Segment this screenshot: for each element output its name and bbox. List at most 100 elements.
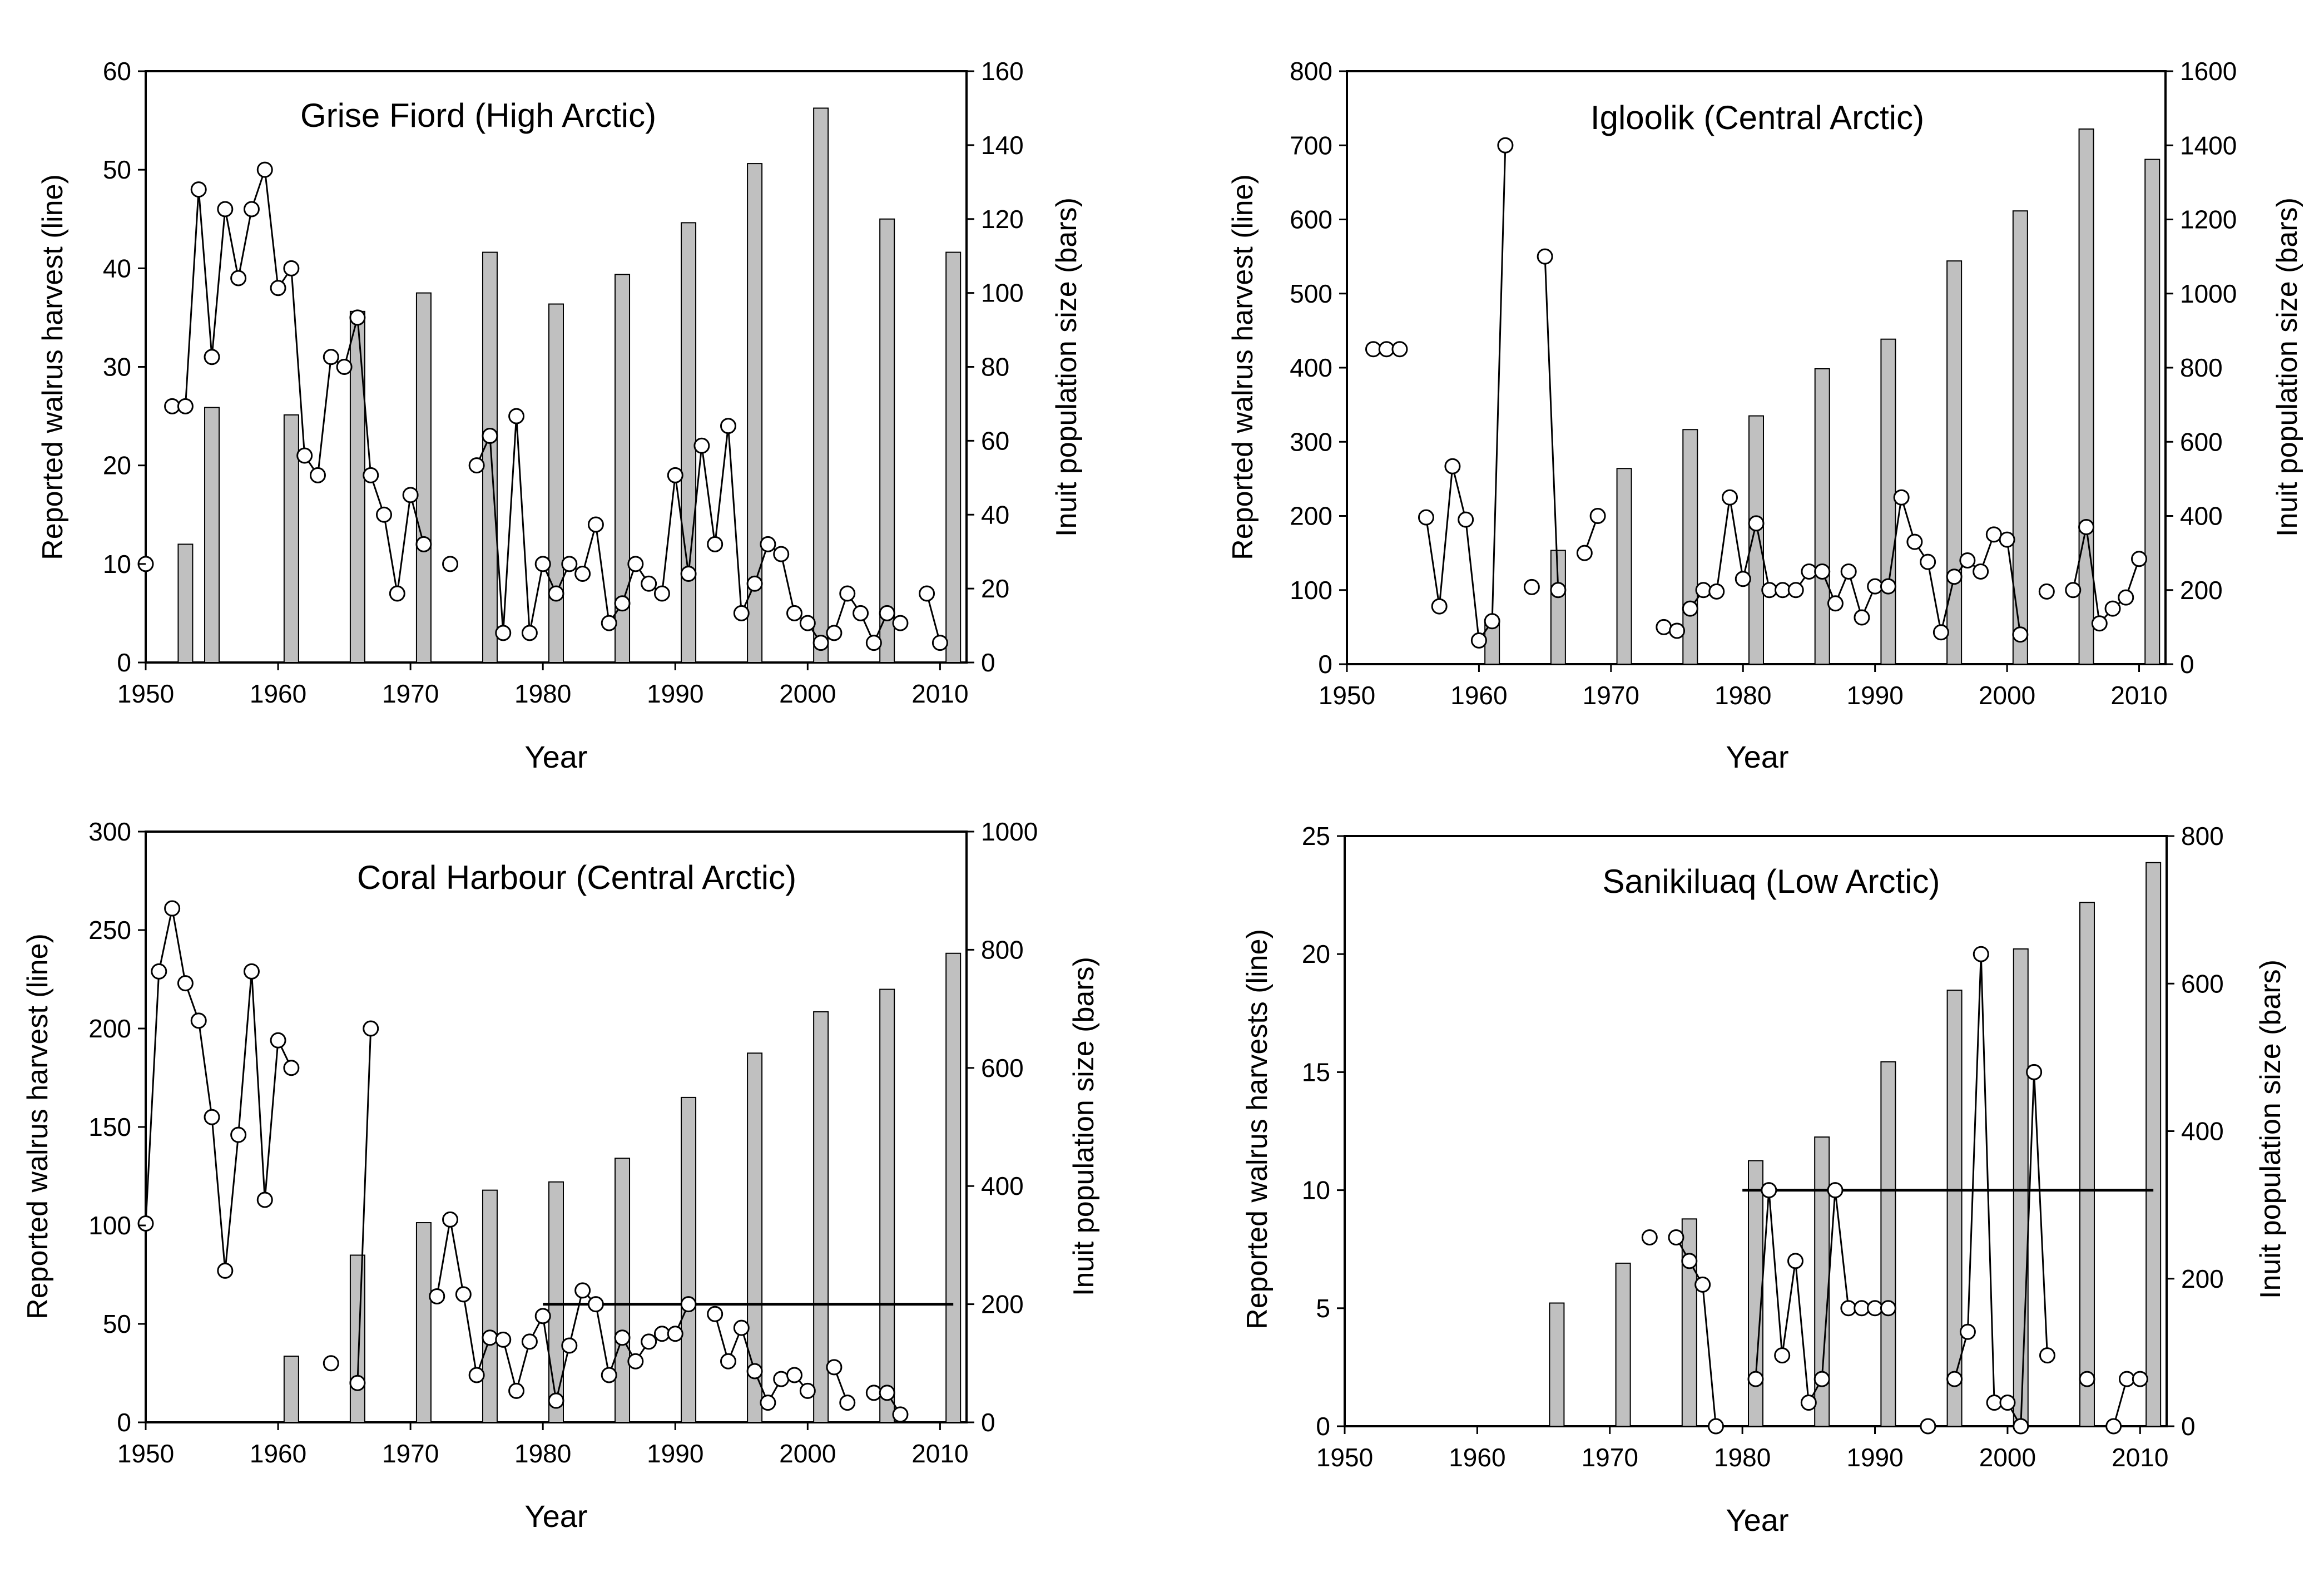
chart-panel-coral-harbour: Coral Harbour (Central Arctic) Year Repo… [22, 817, 1100, 1534]
harvest-point-1958 [243, 963, 260, 980]
harvest-line-segment [1675, 1237, 1717, 1427]
population-bar-1961 [283, 1356, 299, 1423]
harvest-point-1953 [1378, 341, 1395, 358]
harvest-point-1993 [1906, 533, 1923, 550]
y2-tick-label: 60 [981, 426, 1009, 455]
population-bar-1971 [415, 1222, 432, 1423]
population-bar-1976 [482, 1189, 498, 1423]
population-bars [283, 952, 962, 1423]
harvest-point-1991 [680, 566, 697, 582]
y-tick-label: 200 [88, 1014, 131, 1043]
harvest-point-1992 [693, 437, 710, 454]
y2-tick-label: 600 [2181, 969, 2224, 998]
harvest-point-1990 [667, 1326, 683, 1342]
y-tick-label: 300 [88, 817, 131, 846]
harvest-point-1974 [1656, 619, 1672, 635]
x-tick-label: 1960 [250, 1439, 306, 1468]
harvest-point-1980 [534, 1308, 551, 1324]
y-tick-label: 200 [1290, 502, 1332, 531]
harvest-point-1999 [786, 1367, 803, 1383]
harvest-point-1952 [164, 398, 181, 414]
harvest-point-1995 [733, 605, 750, 621]
harvest-point-1984 [587, 516, 604, 533]
harvest-point-1994 [1920, 1418, 1936, 1435]
harvest-point-1994 [720, 418, 736, 434]
x-tick-label: 2010 [2112, 1443, 2168, 1472]
harvest-point-1976 [1682, 600, 1698, 617]
harvest-point-1956 [217, 201, 234, 217]
x-tick-label: 2000 [779, 1439, 836, 1468]
harvest-point-1953 [177, 398, 194, 414]
harvest-point-2000 [799, 615, 816, 631]
x-tick-label: 1950 [117, 1439, 174, 1468]
y2-axis-label: Inuit population size (bars) [1068, 957, 1100, 1296]
y2-axis-ticks: 0 20 40 60 80 100 120 140 160 [967, 57, 1024, 677]
harvest-point-1957 [230, 270, 247, 286]
panel-title: Grise Fiord (High Arctic) [300, 97, 656, 134]
harvest-point-1983 [574, 566, 591, 582]
population-bar-2001 [2013, 948, 2029, 1427]
harvest-point-2004 [853, 605, 869, 621]
x-tick-label: 1950 [1319, 681, 1375, 710]
harvest-point-1992 [1893, 489, 1910, 506]
x-tick-label: 2000 [779, 679, 836, 708]
harvest-points [1365, 137, 2148, 649]
harvest-point-1989 [653, 1326, 670, 1342]
harvest-point-2000 [799, 1382, 816, 1399]
harvest-point-2001 [2013, 1418, 2029, 1435]
y-axis-label: Reported walrus harvest (line) [22, 933, 54, 1319]
y2-tick-label: 100 [981, 279, 1024, 308]
harvest-point-1983 [1774, 582, 1791, 599]
y-axis-label: Reported walrus harvests (line) [1241, 929, 1274, 1329]
population-bar-1966 [349, 310, 365, 663]
harvest-point-2001 [2012, 626, 2029, 643]
harvest-point-1999 [1986, 1395, 2003, 1411]
harvest-point-2003 [2039, 1347, 2055, 1364]
y2-tick-label: 200 [2180, 576, 2223, 605]
y2-tick-label: 1600 [2180, 57, 2237, 86]
harvest-point-1970 [402, 487, 419, 503]
y2-tick-label: 0 [2181, 1412, 2196, 1441]
harvest-point-1955 [204, 349, 220, 365]
harvest-point-1980 [1735, 571, 1751, 587]
x-tick-label: 2010 [2110, 681, 2167, 710]
y-tick-label: 60 [103, 57, 131, 86]
y-tick-label: 800 [1290, 57, 1332, 86]
harvest-point-1976 [1681, 1253, 1698, 1269]
harvest-point-2003 [839, 1395, 856, 1411]
y-tick-label: 10 [1302, 1176, 1330, 1205]
y2-tick-label: 800 [2181, 822, 2224, 851]
harvest-point-1973 [442, 556, 459, 572]
harvest-point-1960 [270, 280, 286, 296]
harvest-point-1957 [1431, 598, 1448, 615]
harvest-point-1993 [707, 1306, 724, 1322]
x-axis-ticks: 1950 1960 1970 1980 1990 2000 2010 [117, 663, 969, 708]
population-bar-1953 [177, 543, 194, 664]
harvest-point-1975 [468, 1367, 485, 1383]
harvest-point-1985 [601, 615, 617, 631]
y-tick-label: 50 [103, 155, 131, 184]
harvest-point-1961 [283, 1060, 300, 1076]
harvest-point-1986 [1813, 1371, 1830, 1387]
harvest-point-1978 [508, 408, 525, 424]
harvest-point-1996 [746, 1363, 763, 1380]
x-tick-label: 1980 [1714, 1443, 1771, 1472]
harvest-point-1950 [137, 1215, 154, 1232]
harvest-point-1987 [627, 556, 644, 572]
harvest-point-2006 [879, 1385, 895, 1401]
harvest-point-2007 [892, 1406, 909, 1423]
harvest-point-1977 [495, 1331, 512, 1348]
harvest-point-1967 [363, 1020, 379, 1037]
harvest-point-2003 [839, 585, 856, 602]
harvest-point-1993 [707, 536, 724, 552]
harvest-point-2010 [931, 635, 948, 651]
harvest-point-1990 [1867, 1300, 1884, 1317]
harvest-point-1973 [1641, 1229, 1658, 1245]
x-tick-label: 1980 [514, 1439, 571, 1468]
harvest-point-1978 [1707, 1418, 1724, 1435]
population-bar-1966 [1550, 550, 1566, 665]
y-tick-label: 100 [88, 1211, 131, 1240]
harvest-point-1998 [773, 1371, 790, 1387]
x-axis-ticks: 1950 1960 1970 1980 1990 2000 2010 [117, 1422, 969, 1468]
y2-tick-label: 80 [981, 353, 1009, 382]
